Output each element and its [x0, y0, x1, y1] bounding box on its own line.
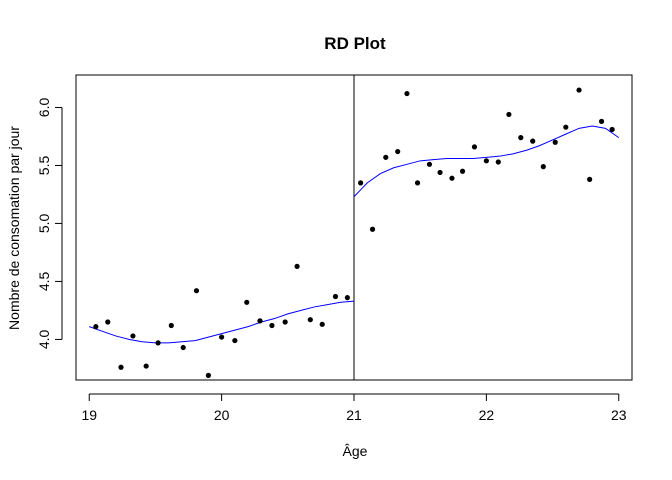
data-point — [404, 90, 410, 97]
data-point — [232, 337, 238, 344]
data-point — [282, 319, 288, 325]
data-point — [576, 87, 582, 93]
x-axis-label: Âge — [343, 443, 368, 459]
data-point — [244, 299, 250, 305]
x-axis: 19 20 21 22 23 — [81, 393, 627, 423]
data-point — [426, 161, 433, 167]
data-point — [459, 168, 466, 174]
data-point — [93, 324, 99, 330]
data-point — [414, 180, 421, 186]
y-tick-label: 4.0 — [36, 329, 52, 349]
data-point — [105, 319, 111, 325]
data-point — [471, 144, 478, 150]
data-point — [530, 138, 536, 144]
data-point — [609, 126, 615, 133]
data-point — [495, 159, 501, 165]
data-point — [358, 180, 364, 186]
x-tick-label: 23 — [611, 407, 627, 423]
data-point — [219, 334, 225, 340]
data-point — [563, 124, 569, 130]
y-tick-label: 5.0 — [36, 213, 52, 233]
data-point — [143, 363, 149, 369]
data-point — [307, 317, 313, 323]
data-point — [294, 263, 300, 269]
data-point — [168, 322, 174, 329]
data-point — [518, 135, 524, 141]
y-axis: 4.0 4.5 5.0 5.5 6.0 — [36, 98, 63, 349]
data-points — [93, 87, 615, 378]
data-point — [598, 118, 605, 124]
fit-curve-left — [89, 300, 355, 344]
fit-curves — [89, 125, 620, 344]
data-point — [205, 372, 211, 378]
y-axis-label: Nombre de consomation par jour — [6, 126, 22, 330]
data-point — [449, 175, 455, 181]
data-point — [118, 364, 124, 370]
data-point — [193, 288, 200, 294]
data-point — [269, 322, 275, 329]
data-point — [483, 158, 489, 164]
data-point — [155, 340, 161, 346]
y-tick-label: 5.5 — [36, 156, 52, 176]
x-tick-label: 21 — [346, 407, 362, 423]
x-tick-label: 19 — [81, 407, 97, 423]
data-point — [319, 321, 325, 327]
data-point — [540, 164, 546, 170]
data-point — [332, 293, 339, 300]
data-point — [257, 318, 263, 324]
data-point — [130, 333, 136, 339]
data-point — [552, 139, 558, 145]
chart-title: RD Plot — [324, 34, 386, 53]
data-point — [369, 226, 376, 232]
data-point — [587, 176, 593, 182]
x-tick-label: 20 — [214, 407, 230, 423]
x-tick-label: 22 — [479, 407, 495, 423]
data-point — [437, 169, 443, 176]
data-point — [506, 111, 512, 118]
data-point — [383, 154, 389, 160]
y-tick-label: 6.0 — [36, 98, 52, 118]
data-point — [344, 295, 350, 301]
fit-curve-right — [353, 125, 620, 198]
y-tick-label: 4.5 — [36, 271, 52, 291]
data-point — [180, 344, 186, 351]
data-point — [395, 148, 401, 155]
